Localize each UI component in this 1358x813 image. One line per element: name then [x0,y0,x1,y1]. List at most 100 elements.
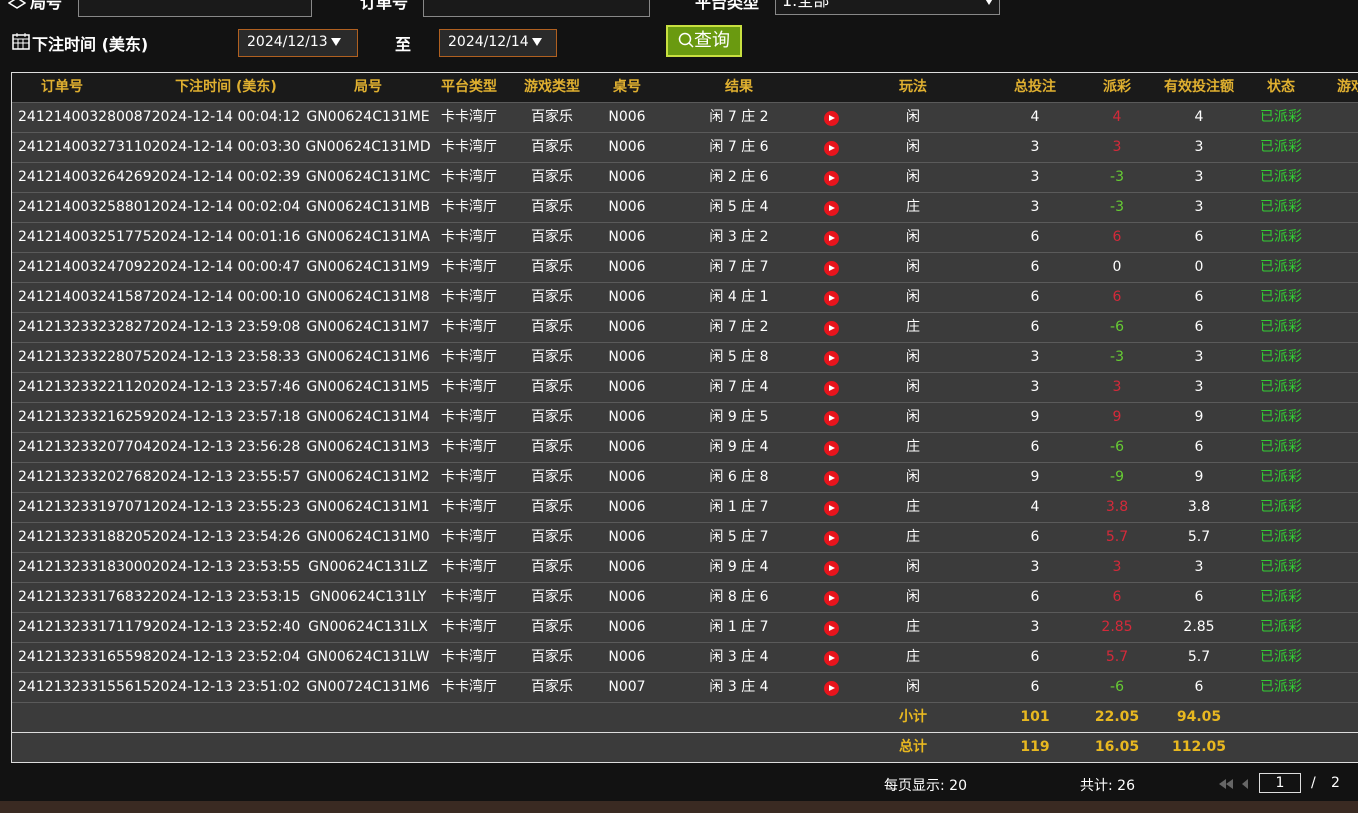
cell: N006 [608,559,646,575]
play-video-button[interactable] [824,681,839,696]
cell: 卡卡湾厅 [441,619,497,635]
play-video-button[interactable] [824,381,839,396]
play-video-button[interactable] [824,651,839,666]
cell: 闲 9 庄 4 [709,559,769,575]
cell: 卡卡湾厅 [441,319,497,335]
cell: 闲 1 庄 7 [709,499,769,515]
cell: 241213233207704 [18,439,152,455]
cell: 已派彩 [1260,409,1302,425]
play-video-button[interactable] [824,471,839,486]
cell: 2024-12-13 23:55:23 [151,499,301,515]
cell: 3 [1194,559,1204,575]
play-video-button[interactable] [824,531,839,546]
platform-select[interactable]: 1.全部 [775,0,1000,15]
play-triangle [829,565,835,571]
cell: 闲 7 庄 6 [709,139,769,155]
order-no-input[interactable] [423,0,650,17]
cell: 已派彩 [1260,559,1302,575]
cell: GN00624C131ME [306,109,430,125]
cell: 5.7 [1105,529,1129,545]
cell: 卡卡湾厅 [441,139,497,155]
play-video-button[interactable] [824,621,839,636]
cell: 闲 7 庄 2 [709,109,769,125]
play-video-button[interactable] [824,501,839,516]
play-video-button[interactable] [824,171,839,186]
cell: 卡卡湾厅 [441,199,497,215]
data-row: 241213233188205 2024-12-13 23:54:26 GN0062… [12,523,1358,553]
cell: 241213233188205 [18,529,152,545]
icon [8,0,26,9]
button-text: 查询 [694,30,730,51]
cell: N006 [608,589,646,605]
cell: 2024-12-14 00:04:12 [151,109,301,125]
cell: 庄 [906,619,920,635]
query-button[interactable]: 查询 [666,25,742,57]
cell: 3 [1112,559,1122,575]
cell: 2024-12-13 23:58:33 [151,349,301,365]
select-value: 1.全部 [782,0,830,10]
cell: 2.85 [1101,619,1133,635]
cell: GN00724C131M6 [306,679,430,695]
play-video-button[interactable] [824,291,839,306]
cell: GN00624C131M4 [306,409,430,425]
cell: 241213233176832 [18,589,152,605]
play-video-button[interactable] [824,141,839,156]
cell: 闲 6 庄 8 [709,469,769,485]
date-to[interactable]: 2024/12/14 [439,29,557,57]
prev-buttons[interactable] [1218,778,1250,790]
cell: 闲 [906,409,920,425]
play-triangle [829,475,835,481]
cell: 2024-12-14 00:00:10 [151,289,301,305]
cell: 241213233171179 [18,619,152,635]
cell: 3 [1030,199,1040,215]
cell: 闲 7 庄 7 [709,259,769,275]
play-video-button[interactable] [824,201,839,216]
play-video-button[interactable] [824,351,839,366]
play-video-button[interactable] [824,261,839,276]
cell: 百家乐 [531,229,573,245]
cell: 百家乐 [531,589,573,605]
cell: 闲 [906,289,920,305]
cell: 241214003273110 [18,139,152,155]
play-video-button[interactable] [824,321,839,336]
cell: 3 [1030,379,1040,395]
cell: N006 [608,349,646,365]
cell: -6 [1110,439,1124,455]
cell: 5.7 [1105,649,1129,665]
cell: 卡卡湾厅 [441,559,497,575]
filter-row-1: 局号 订单号 平台类型 1.全部 [0,0,1358,17]
data-row: 241214003251775 2024-12-14 00:01:16 GN0062… [12,223,1358,253]
cell: 241214003280087 [18,109,152,125]
data-row: 241214003241587 2024-12-14 00:00:10 GN0062… [12,283,1358,313]
cell: GN00624C131M2 [306,469,430,485]
cell: 已派彩 [1260,439,1302,455]
cell: 2024-12-13 23:51:02 [151,679,301,695]
play-video-button[interactable] [824,411,839,426]
cell: GN00624C131LZ [308,559,428,575]
cell: 已派彩 [1260,529,1302,545]
column-header: 结果 [725,79,753,95]
cell: 百家乐 [531,619,573,635]
play-video-button[interactable] [824,561,839,576]
cell: 3 [1194,349,1204,365]
cell: 闲 [906,259,920,275]
date-text: 2024/12/14 [448,34,529,50]
cell: 百家乐 [531,439,573,455]
play-video-button[interactable] [824,441,839,456]
data-row: 241214003264269 2024-12-14 00:02:39 GN0062… [12,163,1358,193]
cell: GN00624C131MA [305,229,430,245]
game-no-input[interactable] [78,0,312,17]
cell: 已派彩 [1260,499,1302,515]
play-video-button[interactable] [824,231,839,246]
cell: 3 [1194,169,1204,185]
play-video-button[interactable] [824,591,839,606]
page-input[interactable]: 1 [1259,773,1301,793]
cell: -6 [1110,319,1124,335]
cell: 闲 7 庄 4 [709,379,769,395]
play-triangle [829,655,835,661]
date-from[interactable]: 2024/12/13 [238,29,358,57]
column-header: 有效投注额 [1164,79,1234,95]
play-video-button[interactable] [824,111,839,126]
cell: 6 [1112,289,1122,305]
cell: GN00624C131M0 [306,529,430,545]
